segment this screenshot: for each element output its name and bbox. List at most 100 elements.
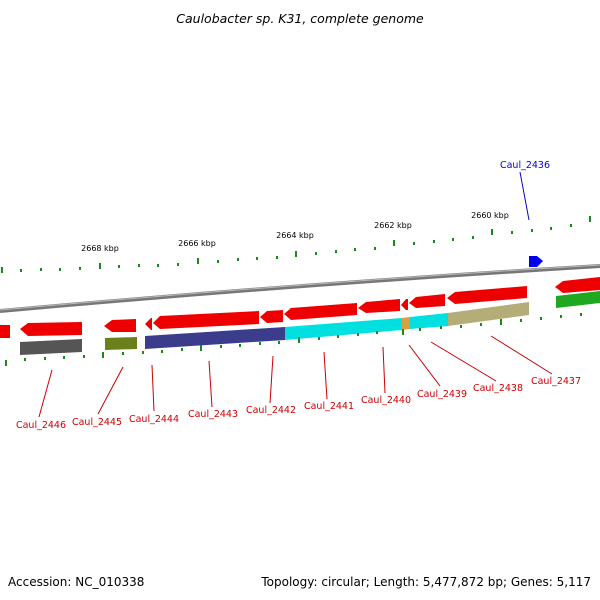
- scale-label: 2668 kbp: [81, 244, 119, 253]
- leader-line: [208, 360, 213, 408]
- gene-label[interactable]: Caul_2444: [129, 414, 179, 425]
- minor-tick: [256, 257, 258, 260]
- minor-tick: [550, 227, 552, 230]
- minor-tick: [433, 240, 435, 243]
- major-tick: [5, 360, 7, 366]
- minor-tick: [79, 267, 81, 270]
- minor-tick: [354, 248, 356, 251]
- leader-line: [269, 355, 274, 404]
- gene-arrow: [555, 277, 600, 293]
- gene-arrow: [284, 303, 357, 320]
- minor-tick: [511, 231, 513, 234]
- gene-label[interactable]: Caul_2437: [531, 376, 581, 387]
- minor-tick: [376, 331, 378, 334]
- minor-tick: [177, 263, 179, 266]
- minor-tick: [472, 236, 474, 239]
- scale-label: 2662 kbp: [374, 221, 412, 230]
- minor-tick: [24, 358, 26, 361]
- category-bar: [145, 327, 285, 349]
- minor-tick: [357, 333, 359, 336]
- major-tick: [197, 258, 199, 264]
- leader-line: [151, 364, 155, 412]
- category-bar: [285, 318, 402, 340]
- minor-tick: [318, 337, 320, 340]
- gene-label[interactable]: Caul_2440: [361, 395, 411, 406]
- minor-tick: [259, 342, 261, 345]
- minor-tick: [374, 247, 376, 250]
- minor-tick: [460, 325, 462, 328]
- scale-label: 2666 kbp: [178, 239, 216, 248]
- gene-label[interactable]: Caul_2446: [16, 420, 66, 431]
- minor-tick: [520, 319, 522, 322]
- minor-tick: [20, 269, 22, 272]
- minor-tick: [59, 268, 61, 271]
- minor-tick: [570, 224, 572, 227]
- major-tick: [1, 267, 3, 273]
- major-tick: [491, 229, 493, 235]
- major-tick: [500, 319, 502, 325]
- minor-tick: [161, 350, 163, 353]
- map-title: Caulobacter sp. K31, complete genome: [176, 11, 424, 26]
- gene-arrow: [447, 286, 527, 304]
- major-tick: [102, 352, 104, 358]
- minor-tick: [276, 256, 278, 259]
- minor-tick: [315, 252, 317, 255]
- inner-tick-row: [5, 313, 582, 366]
- gene-arrow: [409, 294, 445, 308]
- gene-arrow: [145, 318, 152, 330]
- minor-tick: [44, 357, 46, 360]
- minor-tick: [278, 341, 280, 344]
- genome-backbone-highlight: [0, 264, 600, 311]
- minor-tick: [419, 328, 421, 331]
- minor-tick: [531, 229, 533, 232]
- minor-tick: [237, 258, 239, 261]
- minor-tick: [220, 345, 222, 348]
- gene-arrow: [260, 310, 283, 323]
- leader-line: [430, 341, 497, 382]
- major-tick: [295, 251, 297, 257]
- major-tick: [393, 240, 395, 246]
- leader-lines: [38, 335, 553, 418]
- gene-arrow: [0, 325, 10, 338]
- gene-label[interactable]: Caul_2442: [246, 405, 296, 416]
- leader-line: [408, 344, 441, 387]
- leader-line: [382, 346, 386, 394]
- minor-tick: [138, 264, 140, 267]
- minor-tick: [63, 356, 65, 359]
- leader-line-forward: [519, 171, 530, 221]
- major-tick: [298, 337, 300, 343]
- minor-tick: [560, 315, 562, 318]
- gene-label-forward[interactable]: Caul_2436: [500, 160, 550, 171]
- gene-label[interactable]: Caul_2441: [304, 401, 354, 412]
- gene-arrow: [153, 311, 259, 329]
- reverse-strand-genes: [0, 277, 600, 338]
- minor-tick: [335, 250, 337, 253]
- gene-label[interactable]: Caul_2443: [188, 409, 238, 420]
- genome-summary-text: Topology: circular; Length: 5,477,872 bp…: [260, 575, 591, 589]
- minor-tick: [580, 313, 582, 316]
- minor-tick: [413, 242, 415, 245]
- gene-arrow: [401, 299, 408, 310]
- minor-tick: [118, 265, 120, 268]
- gene-label[interactable]: Caul_2439: [417, 389, 467, 400]
- category-bar: [402, 317, 410, 330]
- category-bar: [105, 337, 137, 350]
- minor-tick: [440, 326, 442, 329]
- minor-tick: [40, 268, 42, 271]
- category-bar: [556, 291, 600, 308]
- gene-label[interactable]: Caul_2445: [72, 417, 122, 428]
- gene-arrow: [358, 299, 400, 313]
- outer-tick-row: [1, 216, 591, 273]
- minor-tick: [181, 348, 183, 351]
- leader-line: [38, 369, 53, 418]
- leader-line: [323, 351, 328, 400]
- minor-tick: [217, 260, 219, 263]
- scale-label: 2660 kbp: [471, 211, 509, 220]
- major-tick: [200, 345, 202, 351]
- minor-tick: [122, 352, 124, 355]
- gene-arrow: [20, 322, 82, 336]
- gene-label[interactable]: Caul_2438: [473, 383, 523, 394]
- major-tick: [402, 329, 404, 335]
- accession-text: Accession: NC_010338: [8, 575, 144, 589]
